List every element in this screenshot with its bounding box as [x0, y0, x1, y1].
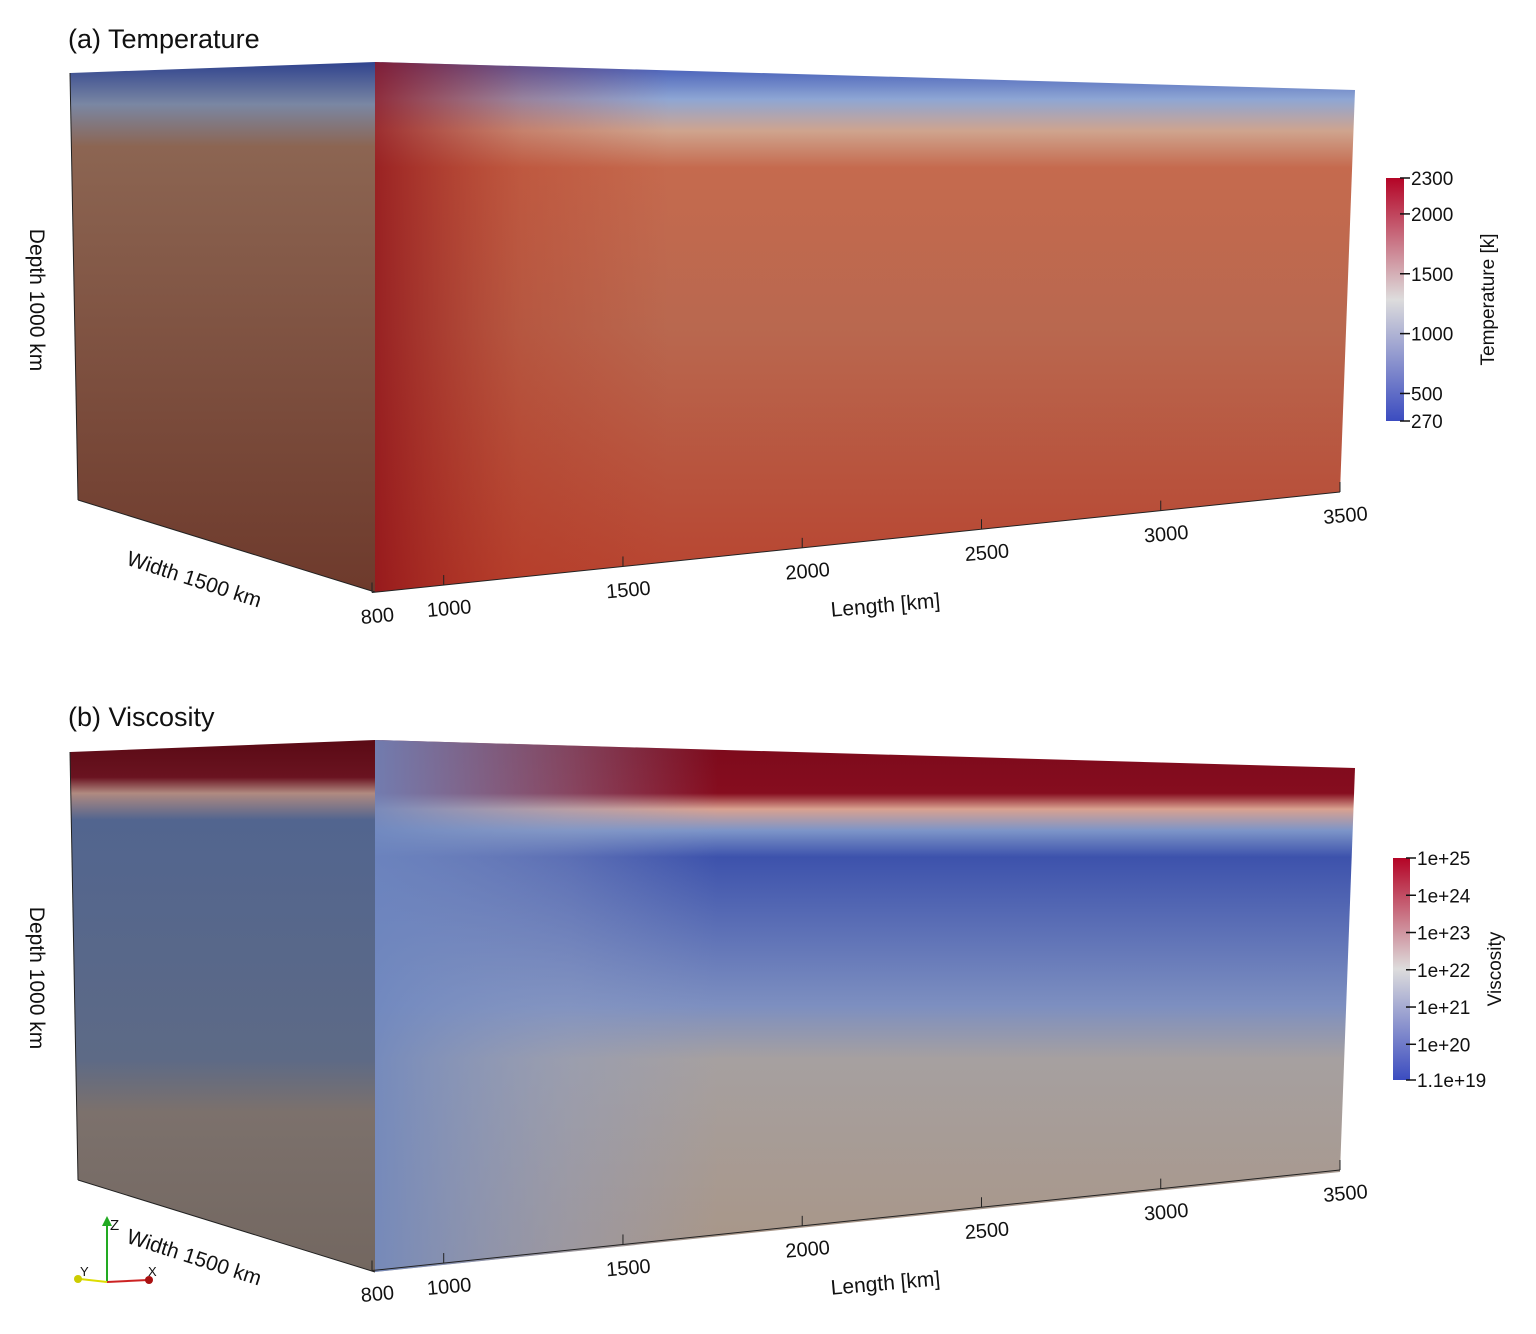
colorbar-tick-label: 2000 — [1411, 205, 1453, 226]
side-face — [70, 62, 375, 592]
width-label: Width 1500 km — [124, 547, 264, 612]
colorbar-label: Temperature [k] — [1478, 234, 1499, 366]
front-shading — [375, 740, 1355, 1272]
depth-label: Depth 1000 km — [25, 229, 48, 371]
x-head — [145, 1276, 153, 1284]
z-arrowhead — [102, 1216, 112, 1226]
axis-line — [77, 1179, 376, 1273]
length-tick-label: 2000 — [785, 559, 831, 585]
length-tick-label: 800 — [360, 604, 395, 629]
length-tick-label: 3000 — [1143, 522, 1189, 548]
colorbar-tick-label: 1.1e+19 — [1417, 1071, 1486, 1092]
length-tick-label: 3500 — [1322, 1181, 1368, 1207]
temperature-panel: (a) Temperature Depth 1000 km Width 1500 k… — [25, 24, 1499, 629]
colorbar-tick-label: 500 — [1411, 384, 1443, 405]
x-arrow — [106, 1279, 149, 1283]
length-tick-label: 2000 — [785, 1237, 831, 1263]
colorbar — [1393, 858, 1410, 1080]
length-tick-label: 2500 — [964, 540, 1010, 566]
length-tick-label: 2500 — [964, 1218, 1010, 1244]
triad-label: Y — [80, 1264, 89, 1279]
y-arrow — [79, 1278, 108, 1283]
colorbar-tick-label: 1e+22 — [1417, 961, 1470, 982]
colorbar-tick-label: 1e+20 — [1417, 1035, 1470, 1056]
colorbar-label: Viscosity — [1485, 931, 1506, 1006]
colorbar-tick-label: 1e+23 — [1417, 924, 1470, 945]
length-tick-label: 800 — [360, 1282, 395, 1307]
axes-triad: Z Y X — [74, 1216, 157, 1284]
side-face — [70, 740, 375, 1272]
triad-label: Z — [110, 1217, 119, 1234]
triad-label: X — [148, 1264, 157, 1279]
depth-label: Depth 1000 km — [25, 907, 48, 1049]
colorbar-tick-label: 1000 — [1411, 325, 1453, 346]
length-label: Length [km] — [830, 1267, 941, 1299]
length-tick-label: 3000 — [1143, 1200, 1189, 1226]
y-head — [74, 1275, 82, 1283]
axis-line — [69, 751, 79, 1181]
length-tick-label: 1000 — [426, 596, 472, 622]
length-tick-label: 1500 — [605, 1256, 651, 1282]
axis-line — [371, 491, 1341, 593]
length-tick-label: 1500 — [605, 578, 651, 604]
panel-title: (a) Temperature — [68, 24, 260, 54]
axis-line — [77, 499, 376, 593]
colorbar-tick-label: 270 — [1411, 412, 1443, 433]
axis-line — [69, 72, 79, 501]
axis-line — [371, 1169, 1341, 1271]
colorbar — [1386, 178, 1404, 421]
colorbar-tick-label: 1e+24 — [1417, 886, 1471, 907]
panel-title: (b) Viscosity — [68, 702, 215, 732]
length-tick-label: 1000 — [426, 1274, 472, 1300]
length-label: Length [km] — [830, 589, 941, 621]
front-shading — [375, 62, 1355, 592]
colorbar-tick-label: 1e+25 — [1417, 849, 1470, 870]
colorbar-tick-label: 1500 — [1411, 265, 1453, 286]
colorbar-tick-label: 2300 — [1411, 169, 1453, 190]
length-tick-label: 3500 — [1322, 503, 1368, 529]
colorbar-tick-label: 1e+21 — [1417, 998, 1470, 1019]
